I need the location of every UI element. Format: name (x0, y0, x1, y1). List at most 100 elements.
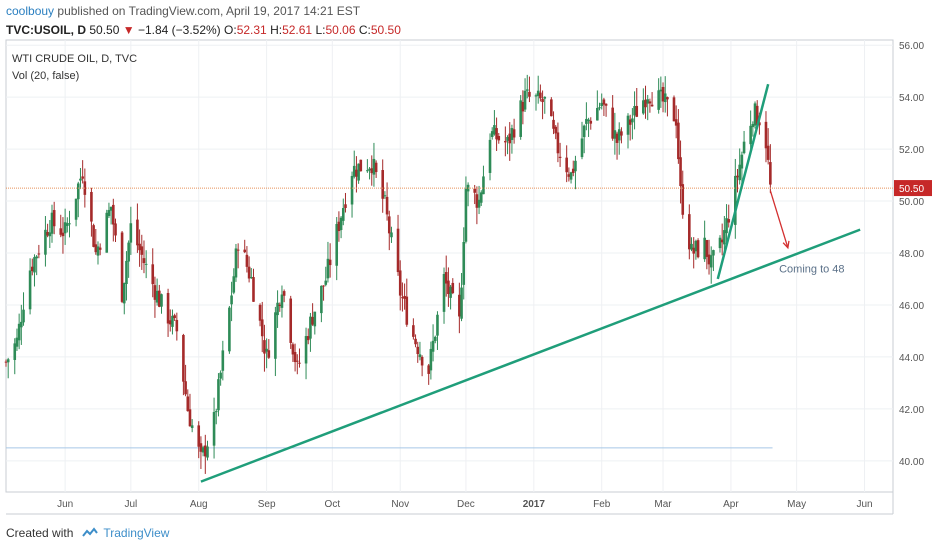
candle-body (204, 445, 207, 457)
candle-body (28, 270, 32, 310)
candle-body (344, 204, 347, 208)
candle-body (539, 92, 542, 99)
candle-body (490, 131, 494, 137)
candle-body (488, 139, 492, 173)
candle-body (718, 237, 722, 249)
down-arrow-icon: ▼ (122, 23, 135, 37)
candle-body (352, 165, 356, 177)
candle-body (723, 230, 726, 245)
price-chart[interactable]: 56.00 54.00 52.00 50.00 48.00 46.00 44.00 42.00… (0, 0, 932, 520)
candle-body (278, 304, 282, 306)
y-tick-label: 44.00 (899, 353, 924, 364)
y-tick-label: 46.00 (899, 301, 924, 312)
candle-body (696, 240, 700, 258)
candle-body (396, 228, 400, 273)
candle-body (567, 174, 571, 177)
candle-body (554, 126, 558, 134)
price-change: −1.84 (−3.52%) (137, 23, 221, 37)
candle-body (604, 103, 608, 106)
candle-body (324, 280, 328, 285)
candle-body (725, 218, 728, 234)
candle-body (416, 346, 420, 355)
candle-body (631, 118, 634, 123)
candle-body (611, 107, 614, 139)
candle-body (523, 90, 527, 110)
candle-body (90, 191, 93, 222)
candle-body (155, 290, 159, 303)
candle-body (582, 125, 586, 138)
candle-body (458, 294, 461, 317)
candle-body (175, 319, 179, 332)
candle-body (462, 241, 466, 285)
x-tick-label: 2017 (523, 499, 546, 510)
low-label: L: (315, 23, 326, 37)
candle-body (541, 99, 544, 103)
x-tick-label: Apr (723, 499, 739, 510)
y-tick-label: 56.00 (899, 41, 924, 52)
arrow-head-icon (782, 240, 790, 250)
candle-body (585, 118, 588, 124)
candle-body (659, 89, 663, 92)
candle-body (734, 175, 737, 225)
candle-body (755, 105, 759, 126)
candle-body (79, 178, 82, 181)
candle-body (720, 239, 724, 243)
candle-body (357, 163, 360, 181)
candle-body (712, 250, 715, 256)
footer: Created with TradingView (6, 526, 169, 540)
candle-body (311, 316, 314, 325)
tradingview-logo[interactable]: TradingView (81, 526, 169, 540)
candle-body (493, 125, 496, 135)
candle-body (534, 95, 538, 97)
candle-body (644, 99, 647, 108)
candle-body (390, 232, 393, 238)
candle-body (267, 350, 271, 358)
candle-body (197, 425, 201, 447)
candle-body (679, 157, 682, 187)
candle-body (4, 361, 8, 363)
candle-body (98, 247, 102, 250)
candle-body (289, 298, 293, 343)
candle-body (528, 91, 531, 97)
candle-body (199, 443, 203, 452)
candle-body (596, 107, 599, 121)
candle-body (475, 194, 479, 208)
candle-body (129, 223, 133, 243)
candle-body (35, 256, 38, 259)
candle-body (6, 359, 10, 363)
symbol-label[interactable]: TVC:USOIL, D (6, 23, 86, 37)
candle-body (182, 334, 185, 382)
author-link[interactable]: coolbouy (6, 4, 55, 18)
candle-body (46, 231, 49, 236)
candle-body (650, 104, 654, 107)
last-price-tag (894, 180, 932, 197)
candle-body (293, 352, 297, 363)
candle-body (236, 249, 240, 251)
last-price: 50.50 (89, 23, 120, 37)
candle-body (212, 412, 216, 446)
candle-body (66, 223, 69, 226)
candle-body (401, 297, 404, 299)
candle-body (600, 102, 604, 107)
x-tick-label: Jun (57, 499, 73, 510)
y-tick-label: 42.00 (899, 405, 924, 416)
symbol-bar: TVC:USOIL, D 50.50 ▼ −1.84 (−3.52%) O:52… (6, 23, 401, 37)
candle-body (405, 296, 409, 325)
y-tick-label: 50.00 (899, 197, 924, 208)
candle-body (769, 162, 772, 185)
candle-body (260, 319, 264, 337)
candle-body (245, 254, 249, 267)
candle-body (228, 307, 231, 352)
x-tick-label: Feb (593, 499, 611, 510)
candle-body (420, 356, 424, 366)
candle-body (642, 100, 645, 114)
candle-body (661, 86, 665, 102)
candle-body (672, 97, 676, 122)
y-tick-label: 54.00 (899, 93, 924, 104)
candle-body (142, 258, 146, 264)
x-tick-label: Dec (457, 499, 475, 510)
candle-body (626, 115, 630, 135)
candle-body (663, 93, 667, 103)
candle-body (295, 360, 299, 362)
candle-body (306, 336, 310, 341)
